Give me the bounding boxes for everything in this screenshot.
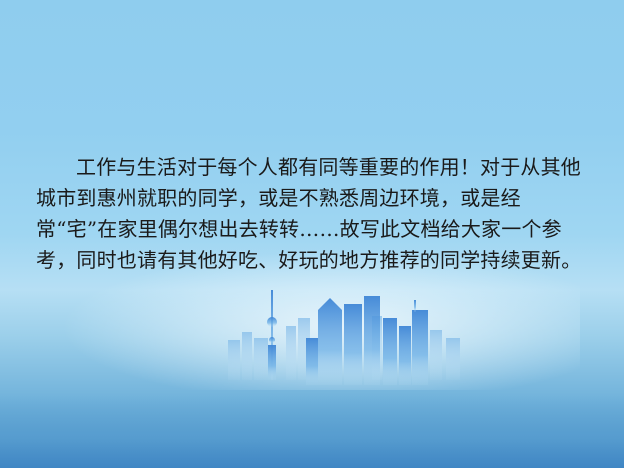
- main-buildings: [306, 296, 428, 385]
- body-paragraph: 工作与生活对于每个人都有同等重要的作用！对于从其他城市到惠州就职的同学，或是不熟…: [36, 155, 582, 272]
- body-text-block: 工作与生活对于每个人都有同等重要的作用！对于从其他城市到惠州就职的同学，或是不熟…: [36, 152, 588, 276]
- background-floor: [0, 395, 624, 468]
- tv-tower: [267, 290, 277, 380]
